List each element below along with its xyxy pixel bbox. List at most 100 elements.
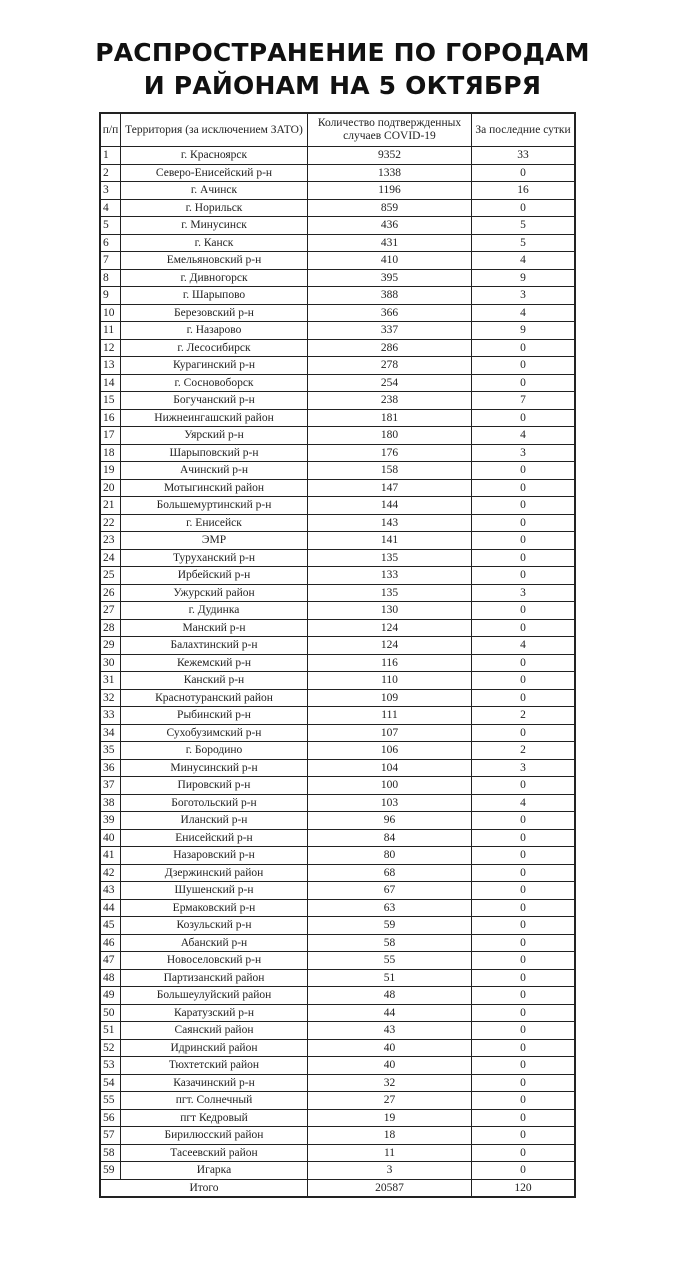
territory-cell: г. Сосновоборск [120, 373, 308, 392]
table-row: 30 Кежемский р-н 116 0 [100, 653, 575, 672]
row-number: 48 [100, 968, 121, 987]
row-number: 45 [100, 916, 121, 935]
last-day-cell: 2 [471, 741, 575, 760]
territory-cell: г. Бородино [120, 741, 308, 760]
table-row: 18 Шарыповский р-н 176 3 [100, 443, 575, 462]
last-day-cell: 0 [471, 933, 575, 952]
row-number: 54 [100, 1073, 121, 1092]
territory-cell: г. Минусинск [120, 216, 308, 235]
table-row: 26 Ужурский район 135 3 [100, 583, 575, 602]
row-number: 31 [100, 671, 121, 690]
header-number: п/п [100, 113, 121, 147]
last-day-cell: 4 [471, 793, 575, 812]
territory-cell: г. Красноярск [120, 146, 308, 165]
row-number: 5 [100, 216, 121, 235]
row-number: 30 [100, 653, 121, 672]
last-day-cell: 0 [471, 566, 575, 585]
territory-cell: Северо-Енисейский р-н [120, 163, 308, 182]
row-number: 6 [100, 233, 121, 252]
territory-cell: Енисейский р-н [120, 828, 308, 847]
territory-cell: Дзержинский район [120, 863, 308, 882]
cases-cell: 40 [307, 1038, 472, 1057]
cases-cell: 67 [307, 881, 472, 900]
cases-cell: 44 [307, 1003, 472, 1022]
last-day-cell: 9 [471, 268, 575, 287]
territory-cell: Мотыгинский район [120, 478, 308, 497]
last-day-cell: 0 [471, 811, 575, 830]
last-day-cell: 0 [471, 408, 575, 427]
cases-cell: 84 [307, 828, 472, 847]
territory-cell: Пировский р-н [120, 776, 308, 795]
territory-cell: Шарыповский р-н [120, 443, 308, 462]
last-day-cell: 0 [471, 531, 575, 550]
cases-cell: 43 [307, 1021, 472, 1040]
last-day-cell: 0 [471, 338, 575, 357]
cases-cell: 410 [307, 251, 472, 270]
table-row: 1 г. Красноярск 9352 33 [100, 146, 575, 165]
table-row: 13 Курагинский р-н 278 0 [100, 356, 575, 375]
row-number: 56 [100, 1108, 121, 1127]
last-day-cell: 0 [471, 461, 575, 480]
territory-cell: Казачинский р-н [120, 1073, 308, 1092]
cases-cell: 124 [307, 618, 472, 637]
cases-cell: 51 [307, 968, 472, 987]
table-row: 45 Козульский р-н 59 0 [100, 916, 575, 935]
cases-cell: 395 [307, 268, 472, 287]
cases-cell: 55 [307, 951, 472, 970]
cases-cell: 104 [307, 758, 472, 777]
last-day-cell: 0 [471, 1143, 575, 1162]
table-row: 38 Боготольский р-н 103 4 [100, 793, 575, 812]
last-day-cell: 0 [471, 986, 575, 1005]
cases-cell: 59 [307, 916, 472, 935]
territory-cell: Бирилюсский район [120, 1126, 308, 1145]
header-cases: Количество подтвержденных случаев COVID-… [307, 113, 472, 147]
last-day-cell: 0 [471, 776, 575, 795]
last-day-cell: 0 [471, 863, 575, 882]
row-number: 12 [100, 338, 121, 357]
cases-cell: 100 [307, 776, 472, 795]
cases-cell: 135 [307, 583, 472, 602]
cases-cell: 133 [307, 566, 472, 585]
total-last-day: 120 [471, 1178, 575, 1197]
row-number: 19 [100, 461, 121, 480]
table-body: 1 г. Красноярск 9352 33 2 Северо-Енисейский р… [100, 146, 575, 1180]
row-number: 57 [100, 1126, 121, 1145]
last-day-cell: 0 [471, 968, 575, 987]
last-day-cell: 0 [471, 478, 575, 497]
last-day-cell: 0 [471, 198, 575, 217]
territory-cell: Березовский р-н [120, 303, 308, 322]
territory-cell: Нижнеингашский район [120, 408, 308, 427]
row-number: 59 [100, 1161, 121, 1180]
cases-cell: 337 [307, 321, 472, 340]
cases-cell: 116 [307, 653, 472, 672]
territory-cell: ЭМР [120, 531, 308, 550]
last-day-cell: 4 [471, 426, 575, 445]
territory-cell: Абанский р-н [120, 933, 308, 952]
cases-cell: 68 [307, 863, 472, 882]
cases-cell: 80 [307, 846, 472, 865]
total-row: Итого 20587 120 [100, 1178, 575, 1197]
last-day-cell: 9 [471, 321, 575, 340]
table-row: 50 Каратузский р-н 44 0 [100, 1003, 575, 1022]
row-number: 8 [100, 268, 121, 287]
last-day-cell: 33 [471, 146, 575, 165]
last-day-cell: 0 [471, 618, 575, 637]
cases-cell: 111 [307, 706, 472, 725]
row-number: 32 [100, 688, 121, 707]
total-cases: 20587 [307, 1178, 472, 1197]
row-number: 38 [100, 793, 121, 812]
table-row: 34 Сухобузимский р-н 107 0 [100, 723, 575, 742]
row-number: 26 [100, 583, 121, 602]
last-day-cell: 0 [471, 881, 575, 900]
territory-cell: Балахтинский р-н [120, 636, 308, 655]
table-row: 21 Большемуртинский р-н 144 0 [100, 496, 575, 515]
cases-cell: 1196 [307, 181, 472, 200]
territory-cell: Туруханский р-н [120, 548, 308, 567]
row-number: 7 [100, 251, 121, 270]
row-number: 58 [100, 1143, 121, 1162]
table-row: 20 Мотыгинский район 147 0 [100, 478, 575, 497]
header-territory: Территория (за исключением ЗАТО) [120, 113, 308, 147]
row-number: 47 [100, 951, 121, 970]
row-number: 49 [100, 986, 121, 1005]
table-row: 48 Партизанский район 51 0 [100, 968, 575, 987]
